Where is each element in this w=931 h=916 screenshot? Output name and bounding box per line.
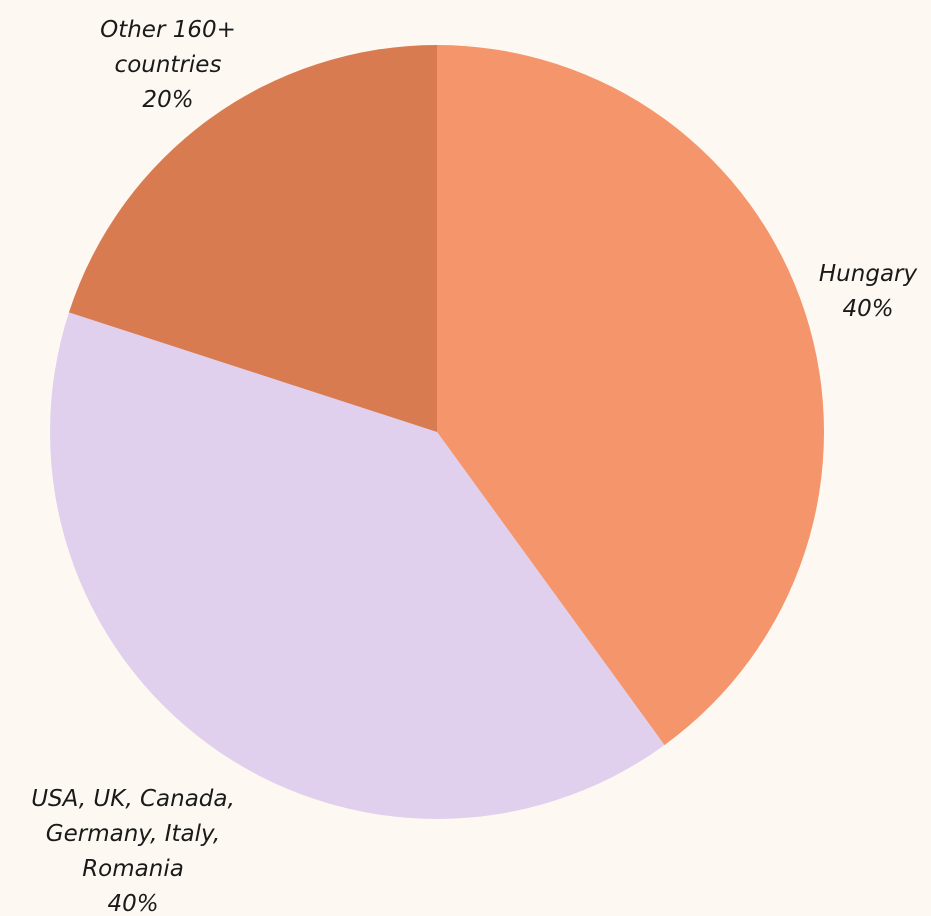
slice-value: 20% (142, 87, 194, 113)
slice-value: 40% (107, 891, 159, 916)
pie-slice (437, 45, 825, 746)
pie-slice (49, 312, 665, 820)
slice-label: Hungary 40% (819, 257, 917, 327)
slice-name: USA, UK, Canada, Germany, Italy, Romania (31, 786, 235, 882)
slice-value: 40% (842, 296, 894, 322)
slice-label: USA, UK, Canada, Germany, Italy, Romania… (31, 782, 235, 916)
slice-name: Other 160+ countries (100, 17, 236, 78)
slice-name: Hungary (818, 261, 918, 287)
slice-label: Other 160+ countries 20% (100, 13, 236, 118)
pie-slice (68, 45, 437, 432)
